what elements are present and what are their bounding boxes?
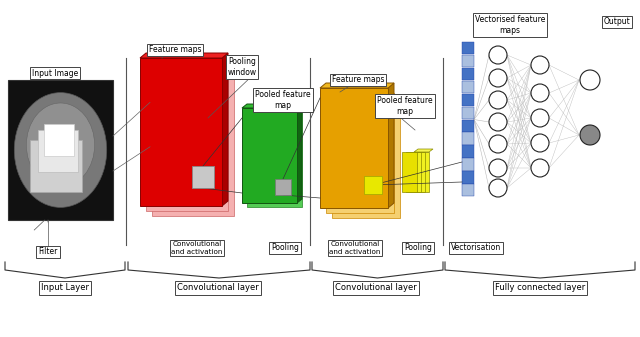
Text: Pooling: Pooling	[271, 244, 299, 252]
Circle shape	[489, 159, 507, 177]
Polygon shape	[320, 88, 388, 208]
FancyBboxPatch shape	[462, 171, 474, 184]
Text: Input Layer: Input Layer	[41, 283, 89, 293]
Polygon shape	[326, 93, 394, 213]
FancyBboxPatch shape	[462, 42, 474, 54]
FancyBboxPatch shape	[462, 145, 474, 158]
Circle shape	[531, 109, 549, 127]
Polygon shape	[388, 83, 394, 208]
Text: Feature maps: Feature maps	[148, 45, 201, 55]
FancyBboxPatch shape	[364, 176, 382, 194]
Text: Filter: Filter	[38, 247, 58, 256]
Text: Convolutional
and activation: Convolutional and activation	[172, 242, 223, 254]
Polygon shape	[247, 112, 302, 207]
Text: Convolutional layer: Convolutional layer	[335, 283, 417, 293]
FancyBboxPatch shape	[462, 94, 474, 106]
Text: Input Image: Input Image	[32, 68, 78, 78]
FancyBboxPatch shape	[192, 166, 214, 188]
Circle shape	[489, 135, 507, 153]
FancyBboxPatch shape	[462, 55, 474, 67]
Text: Convolutional layer: Convolutional layer	[177, 283, 259, 293]
Polygon shape	[140, 58, 222, 206]
Text: Feature maps: Feature maps	[332, 75, 384, 85]
Circle shape	[531, 56, 549, 74]
Polygon shape	[414, 152, 429, 192]
Circle shape	[531, 84, 549, 102]
Circle shape	[531, 134, 549, 152]
Text: Fully connected layer: Fully connected layer	[495, 283, 585, 293]
FancyBboxPatch shape	[8, 80, 113, 220]
Circle shape	[489, 113, 507, 131]
FancyBboxPatch shape	[44, 124, 74, 156]
Polygon shape	[414, 149, 433, 152]
Polygon shape	[222, 53, 228, 206]
FancyBboxPatch shape	[30, 140, 82, 192]
Circle shape	[531, 159, 549, 177]
Polygon shape	[242, 108, 297, 203]
Ellipse shape	[26, 103, 95, 187]
FancyBboxPatch shape	[462, 81, 474, 93]
Text: Pooling: Pooling	[404, 244, 432, 252]
Polygon shape	[297, 104, 302, 203]
Circle shape	[489, 46, 507, 64]
Text: Pooled feature
map: Pooled feature map	[377, 96, 433, 116]
Polygon shape	[402, 152, 417, 192]
Polygon shape	[320, 83, 394, 88]
FancyBboxPatch shape	[38, 130, 78, 172]
Text: Vectorised feature
maps: Vectorised feature maps	[475, 15, 545, 35]
Text: Pooled feature
map: Pooled feature map	[255, 90, 311, 110]
Text: Vectorisation: Vectorisation	[451, 244, 501, 252]
FancyBboxPatch shape	[462, 106, 474, 119]
Polygon shape	[406, 152, 421, 192]
Circle shape	[580, 70, 600, 90]
Ellipse shape	[14, 93, 107, 207]
Polygon shape	[146, 63, 228, 211]
FancyBboxPatch shape	[462, 120, 474, 132]
FancyBboxPatch shape	[462, 68, 474, 80]
Circle shape	[489, 179, 507, 197]
Text: Output: Output	[604, 18, 630, 27]
Polygon shape	[140, 53, 228, 58]
Circle shape	[489, 91, 507, 109]
Circle shape	[489, 69, 507, 87]
Polygon shape	[152, 68, 234, 216]
Text: Pooling
window: Pooling window	[227, 57, 257, 77]
Polygon shape	[410, 152, 425, 192]
Text: Convolutional
and activation: Convolutional and activation	[330, 242, 381, 254]
FancyBboxPatch shape	[462, 184, 474, 196]
Circle shape	[580, 125, 600, 145]
FancyBboxPatch shape	[462, 158, 474, 171]
Polygon shape	[332, 98, 400, 218]
FancyBboxPatch shape	[275, 179, 291, 195]
Polygon shape	[242, 104, 302, 108]
FancyBboxPatch shape	[462, 132, 474, 145]
